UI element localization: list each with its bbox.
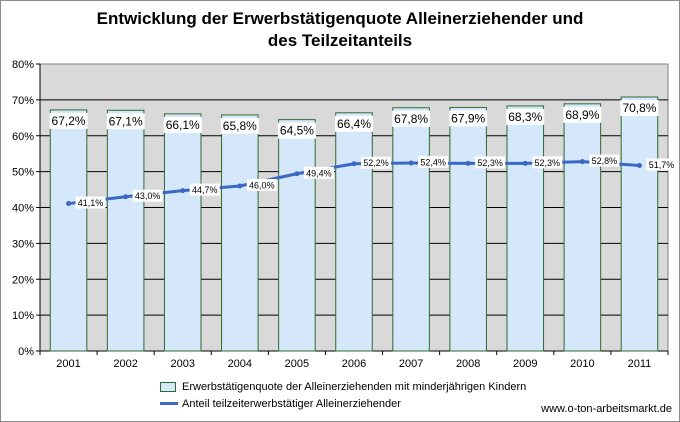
y-tick-label: 70% [12, 95, 34, 107]
line-data-label: 52,4% [420, 158, 446, 168]
bar-data-label: 68,3% [508, 110, 542, 124]
bar-data-label: 67,2% [52, 114, 86, 128]
line-point [123, 194, 129, 200]
bar-data-label: 67,8% [394, 112, 428, 126]
x-tick-label: 2001 [56, 358, 80, 370]
line-point [294, 171, 300, 177]
x-tick-label: 2011 [628, 358, 652, 370]
line-data-label: 52,8% [592, 156, 618, 166]
bar-label-box [277, 122, 316, 139]
y-tick-label: 0% [18, 346, 34, 358]
line-data-label: 41,1% [78, 198, 104, 208]
bar-data-label: 64,5% [280, 124, 314, 138]
y-tick-label: 30% [12, 238, 34, 250]
bar-label-box [335, 115, 373, 132]
bar-label-box [563, 106, 602, 123]
bar [506, 105, 545, 352]
x-tick-label: 2009 [513, 358, 537, 370]
x-tick-label: 2007 [399, 358, 423, 370]
legend-bar-label: Erwerbstätigenquote der Alleinerziehende… [182, 380, 527, 393]
line-data-label: 49,4% [306, 168, 332, 178]
legend: Erwerbstätigenquote der Alleinerziehende… [160, 378, 526, 412]
line-label-box [75, 196, 106, 209]
line-label-box [132, 189, 163, 202]
line-point [636, 163, 642, 169]
bar-label-box [449, 110, 488, 127]
line-point [351, 161, 357, 167]
bar-data-label: 67,1% [109, 114, 143, 128]
y-tick-label: 80% [12, 59, 34, 71]
x-tick-label: 2004 [228, 358, 252, 370]
bar [335, 112, 373, 352]
line-point [408, 160, 414, 166]
y-tick-label: 20% [12, 274, 34, 286]
chart-title-line-1: Entwicklung der Erwerbstätigenquote Alle… [96, 9, 584, 28]
line-label-box [418, 156, 449, 169]
bar-label-box [163, 116, 202, 133]
line-point [522, 160, 528, 166]
bar-label-box [106, 113, 145, 130]
line-label-box [246, 178, 277, 191]
bar-data-label: 66,1% [166, 118, 200, 132]
legend-line-label: Anteil teilzeiterwerbstätiger Alleinerzi… [182, 397, 401, 410]
y-tick-label: 50% [12, 167, 34, 179]
line-point [579, 159, 585, 165]
x-tick-label: 2010 [570, 358, 594, 370]
line-label-box [589, 154, 620, 167]
bar-label-box [49, 112, 88, 129]
line-data-label: 52,2% [363, 158, 389, 168]
bar-data-label: 67,9% [451, 111, 485, 125]
bar [449, 106, 487, 352]
bar [106, 109, 145, 352]
y-tick-label: 60% [12, 131, 34, 143]
bar-label-box [620, 100, 659, 117]
bar-label-box [506, 108, 545, 125]
line-label-box [189, 183, 220, 196]
bar-data-label: 70,8% [622, 101, 656, 115]
bar-data-label: 66,4% [337, 117, 371, 131]
line-data-label: 44,7% [192, 185, 218, 195]
line-data-label: 52,3% [477, 158, 503, 168]
line-data-label: 46,0% [249, 180, 275, 190]
y-tick-label: 10% [12, 310, 34, 322]
legend-item-bars: Erwerbstätigenquote der Alleinerziehende… [160, 378, 526, 395]
x-tick-label: 2002 [113, 358, 137, 370]
x-tick-label: 2006 [342, 358, 366, 370]
line-label-box [532, 156, 563, 169]
legend-line-swatch [160, 402, 178, 405]
bar [49, 109, 88, 352]
x-tick-label: 2005 [285, 358, 309, 370]
line-point [180, 188, 186, 194]
y-tick-label: 40% [12, 203, 34, 215]
legend-bar-swatch [160, 381, 176, 392]
line-point [66, 201, 72, 207]
line-data-label: 43,0% [135, 191, 161, 201]
bar [392, 107, 430, 352]
source-credit: www.o-ton-arbeitsmarkt.de [541, 403, 672, 415]
x-tick-label: 2003 [170, 358, 194, 370]
bar-data-label: 68,9% [565, 108, 599, 122]
bar [163, 113, 202, 352]
bar [563, 103, 602, 352]
line-label-box [361, 156, 391, 169]
line-data-label: 52,3% [535, 158, 561, 168]
bar [620, 96, 659, 352]
x-tick-label: 2008 [456, 358, 480, 370]
line-point [465, 160, 471, 166]
line-label-box [475, 156, 506, 169]
line-data-label: 51,7% [649, 160, 675, 170]
bar [278, 119, 316, 352]
bar [221, 114, 259, 352]
line-label-box [303, 166, 334, 179]
line-label-box [646, 158, 677, 171]
bar-data-label: 65,8% [223, 119, 257, 133]
legend-item-line: Anteil teilzeiterwerbstätiger Alleinerzi… [160, 395, 526, 412]
bar-label-box [392, 110, 431, 127]
chart-title-line-2: des Teilzeitanteils [267, 31, 413, 50]
bar-label-box [220, 117, 259, 134]
line-point [237, 183, 243, 189]
